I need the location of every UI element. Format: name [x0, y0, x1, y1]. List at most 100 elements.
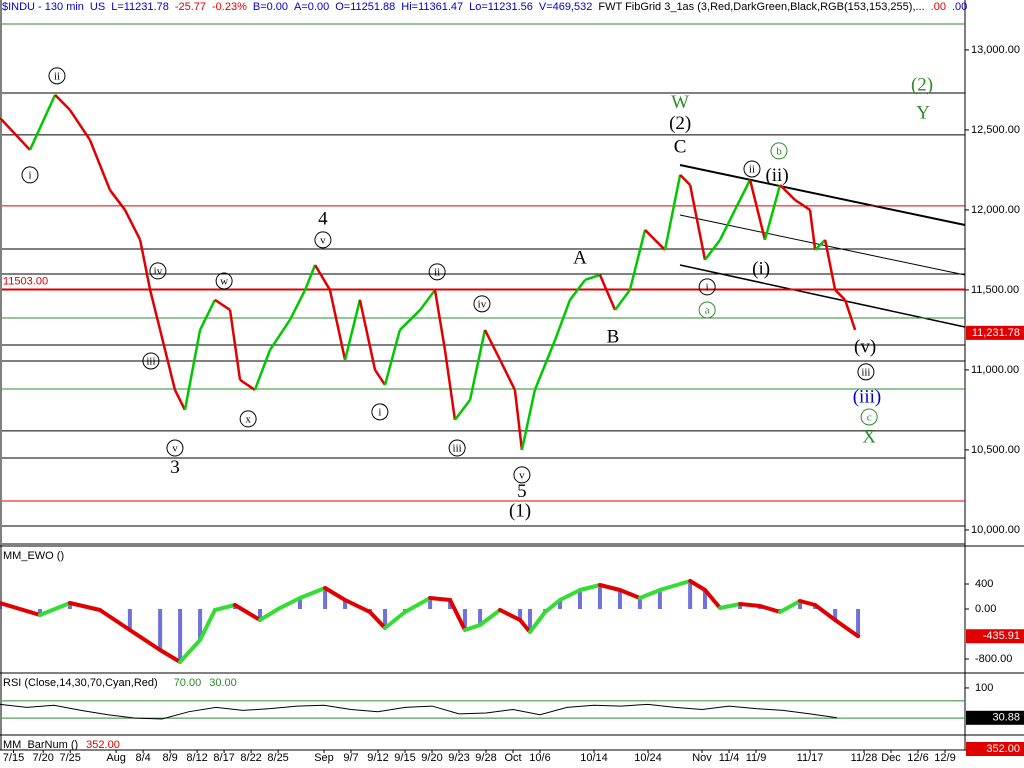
histogram-bar: [577, 590, 582, 609]
price-segment: [814, 238, 827, 251]
histogram-bar: [158, 609, 163, 650]
wave-label: B: [607, 326, 620, 347]
histogram-bar: [738, 604, 743, 609]
price-segment: [28, 94, 57, 151]
header-item: V=469,532: [538, 1, 593, 13]
wave-label: i: [378, 406, 381, 418]
oscillator-segment: [37, 601, 72, 617]
price-segment: [433, 289, 447, 351]
wave-circle: [698, 278, 716, 296]
wave-label: x: [245, 413, 251, 425]
wave-circle: [21, 166, 39, 184]
histogram-bar: [67, 603, 72, 609]
price-segment: [763, 184, 782, 241]
x-tick-label: 8/12: [186, 752, 207, 764]
wave-label: v: [172, 443, 178, 455]
x-tick-label: 12/6: [907, 752, 928, 764]
oscillator-segment: [657, 579, 693, 592]
oscillator-segment: [518, 618, 533, 634]
wave-label: 3: [170, 457, 180, 478]
oscillator-segment: [557, 588, 582, 602]
wave-label: (i): [752, 258, 770, 279]
price-segment: [679, 174, 692, 186]
oscillator-segment: [688, 579, 707, 592]
header: $INDU - 130 min US L=11231.78 -25.77 -0.23% B…: [2, 1, 973, 13]
wave-circle: [857, 363, 875, 381]
wave-label: a: [705, 304, 710, 316]
oscillator-segment: [212, 603, 237, 612]
oscillator-segment: [577, 583, 602, 592]
x-tick-label: 9/12: [367, 752, 388, 764]
histogram-bar: [178, 609, 183, 662]
price-segment: [628, 229, 647, 291]
wave-label: iii: [861, 366, 870, 378]
price-segment: [148, 289, 162, 331]
price-segment: [373, 369, 387, 386]
wave-label: iv: [154, 265, 163, 277]
price-segment: [268, 319, 292, 351]
header-item: Hi=11361.47: [401, 1, 464, 13]
x-tick-label: 8/9: [162, 752, 177, 764]
price-segment: [239, 378, 256, 391]
oscillator-segment: [383, 610, 408, 630]
price-segment: [468, 329, 487, 401]
price-segment: [228, 309, 242, 381]
x-tick-label: 7/25: [59, 752, 80, 764]
wave-label: C: [674, 136, 687, 157]
wave-label: i: [706, 281, 709, 293]
readout: 70.00: [174, 677, 202, 689]
price-segment: [68, 109, 91, 141]
x-tick-label: 8/22: [240, 752, 261, 764]
header-item: -0.23%: [212, 1, 247, 13]
panel-title: RSI (Close,14,30,70,Cyan,Red): [3, 677, 158, 689]
oscillator-segment: [178, 638, 203, 664]
wave-circle: [48, 67, 66, 85]
wave-circle: [448, 439, 466, 457]
price-segment: [823, 239, 837, 291]
histogram-bar: [258, 609, 263, 620]
trend-line: [679, 264, 966, 328]
wave-label: v: [320, 234, 326, 246]
oscillator-segment: [597, 583, 622, 592]
x-tick-label: 8/25: [267, 752, 288, 764]
oscillator-segment: [718, 602, 743, 610]
price-segment: [419, 289, 436, 311]
x-tick-label: Nov: [692, 752, 712, 764]
x-tick-label: Oct: [504, 752, 521, 764]
wave-label: (v): [854, 336, 876, 357]
histogram-bar: [323, 588, 328, 609]
wave-circle: [149, 262, 167, 280]
histogram-bar: [428, 598, 433, 609]
histogram-bar: [702, 590, 707, 609]
price-segment: [443, 349, 457, 421]
wave-circle: [473, 295, 491, 313]
wave-label: X: [862, 426, 876, 447]
oscillator-segment: [67, 601, 102, 612]
y-tick-label: 12,500.00: [971, 124, 1020, 136]
histogram-bar: [37, 609, 42, 615]
wave-label: i: [28, 169, 31, 181]
price-segment: [644, 229, 666, 251]
wave-label: 5: [517, 481, 527, 502]
x-tick-label: 11/28: [851, 752, 878, 764]
x-tick-label: 9/20: [421, 752, 442, 764]
price-segment: [214, 298, 231, 311]
wave-label: b: [776, 145, 782, 157]
oscillator-segment: [528, 610, 548, 634]
x-tick-label: 7/15: [3, 752, 24, 764]
y-tick-label: 11,500.00: [971, 284, 1019, 296]
histogram-bar: [557, 600, 562, 609]
oscillator-segment: [297, 586, 328, 600]
panel-title: MM_EWO (): [3, 550, 64, 562]
price-segment: [703, 239, 722, 261]
histogram-bar: [198, 609, 203, 640]
y-tick-label: 10,000.00: [971, 524, 1020, 536]
header-item: O=11251.88: [335, 1, 396, 13]
wave-circle: [239, 410, 257, 428]
price-segment: [158, 329, 177, 391]
histogram-bar: [383, 609, 388, 628]
wave-circle: [166, 439, 184, 457]
price-segment: [358, 299, 377, 371]
price-segment: [794, 198, 811, 211]
